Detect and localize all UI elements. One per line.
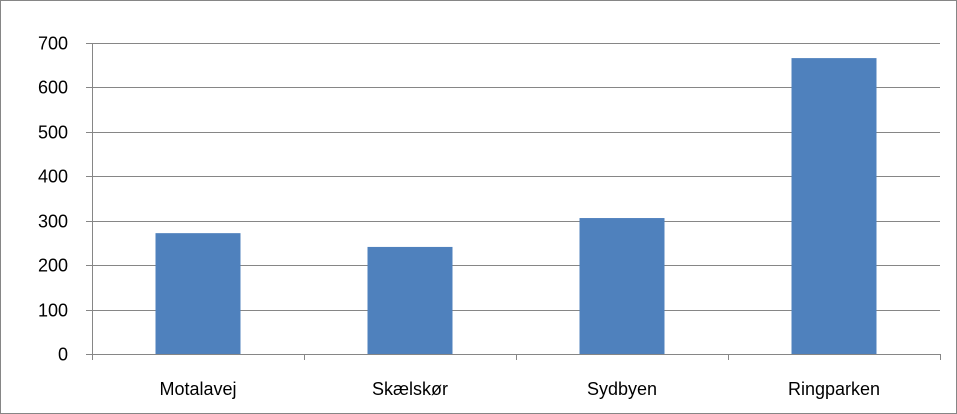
x-category-labels: Motalavej Skælskør Sydbyen Ringparken	[159, 379, 880, 399]
bar-2	[579, 218, 665, 354]
y-tick-label: 100	[38, 301, 68, 321]
y-tick-label: 400	[38, 167, 68, 187]
y-tick-label: 300	[38, 212, 68, 232]
bars	[155, 58, 877, 354]
x-category-label: Skælskør	[372, 379, 448, 399]
y-tick-label: 500	[38, 123, 68, 143]
y-tick-labels: 0 100 200 300 400 500 600 700	[38, 34, 68, 365]
y-tick-label: 0	[58, 345, 68, 365]
y-tick-label: 600	[38, 78, 68, 98]
axes	[86, 43, 941, 360]
x-category-label: Sydbyen	[587, 379, 657, 399]
y-tick-label: 700	[38, 34, 68, 54]
x-category-label: Motalavej	[159, 379, 236, 399]
x-category-label: Ringparken	[788, 379, 880, 399]
bar-3	[791, 58, 877, 354]
bar-0	[155, 233, 241, 354]
y-tick-label: 200	[38, 256, 68, 276]
bar-1	[367, 246, 453, 354]
